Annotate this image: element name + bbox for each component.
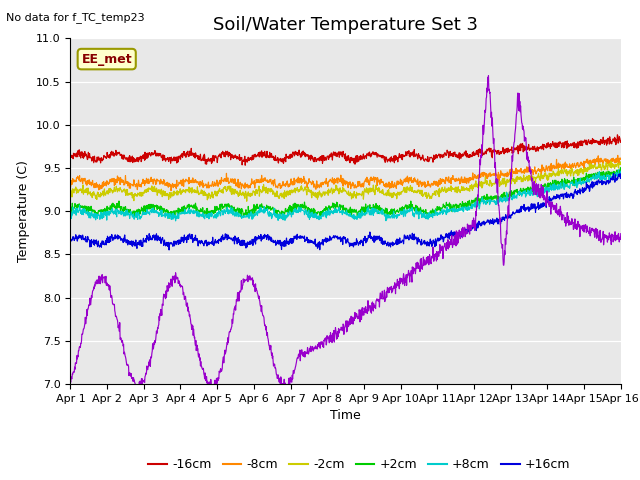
+8cm	[251, 213, 259, 218]
+8cm	[189, 209, 197, 215]
-2cm	[617, 159, 625, 165]
-8cm	[614, 153, 621, 158]
Line: +8cm: +8cm	[70, 170, 621, 221]
+2cm	[67, 207, 74, 213]
-16cm	[614, 132, 621, 138]
+2cm	[251, 211, 259, 216]
-2cm	[552, 171, 559, 177]
+16cm	[610, 170, 618, 176]
+64cm	[251, 283, 259, 288]
-2cm	[67, 185, 74, 191]
-2cm	[189, 189, 196, 195]
+16cm	[165, 247, 173, 253]
Line: -16cm: -16cm	[70, 135, 621, 165]
-8cm	[189, 177, 197, 183]
Line: +2cm: +2cm	[70, 168, 621, 218]
+64cm	[617, 231, 625, 237]
-16cm	[431, 155, 439, 160]
+64cm	[552, 210, 560, 216]
+2cm	[617, 168, 625, 174]
+64cm	[484, 73, 492, 79]
Line: -8cm: -8cm	[70, 156, 621, 191]
-8cm	[552, 164, 559, 170]
-16cm	[189, 150, 196, 156]
+8cm	[176, 210, 184, 216]
-8cm	[504, 169, 511, 175]
-2cm	[175, 190, 183, 195]
-16cm	[67, 151, 74, 156]
+16cm	[552, 193, 559, 199]
+64cm	[175, 279, 183, 285]
+64cm	[431, 253, 439, 259]
+2cm	[616, 165, 624, 170]
+16cm	[504, 215, 511, 220]
+2cm	[431, 207, 439, 213]
Text: No data for f_TC_temp23: No data for f_TC_temp23	[6, 12, 145, 23]
+16cm	[189, 236, 197, 242]
+64cm	[504, 215, 511, 221]
-16cm	[251, 154, 259, 160]
Line: +16cm: +16cm	[70, 173, 621, 250]
+8cm	[431, 207, 439, 213]
-16cm	[617, 138, 625, 144]
-16cm	[504, 146, 511, 152]
+16cm	[251, 238, 259, 244]
+2cm	[189, 205, 197, 211]
+2cm	[176, 209, 184, 215]
+16cm	[617, 175, 625, 180]
-16cm	[241, 162, 249, 168]
+8cm	[614, 167, 622, 173]
Title: Soil/Water Temperature Set 3: Soil/Water Temperature Set 3	[213, 16, 478, 34]
-2cm	[504, 177, 511, 182]
+64cm	[67, 378, 74, 384]
Line: -2cm: -2cm	[70, 161, 621, 201]
-2cm	[243, 198, 251, 204]
+8cm	[172, 218, 179, 224]
-16cm	[552, 140, 559, 146]
-8cm	[167, 188, 175, 193]
-16cm	[175, 155, 183, 160]
-8cm	[67, 185, 74, 191]
+64cm	[189, 323, 196, 329]
+2cm	[552, 177, 559, 183]
-8cm	[176, 180, 184, 185]
-2cm	[607, 158, 614, 164]
+2cm	[504, 191, 511, 197]
+16cm	[67, 238, 74, 244]
+8cm	[617, 168, 625, 174]
-8cm	[251, 185, 259, 191]
+8cm	[504, 195, 511, 201]
+16cm	[431, 237, 439, 242]
-8cm	[431, 180, 439, 186]
Text: EE_met: EE_met	[81, 53, 132, 66]
+8cm	[552, 182, 559, 188]
+64cm	[208, 388, 216, 394]
Line: +64cm: +64cm	[70, 76, 621, 391]
-8cm	[617, 156, 625, 162]
-2cm	[251, 189, 259, 194]
Y-axis label: Temperature (C): Temperature (C)	[17, 160, 31, 262]
+16cm	[176, 240, 184, 246]
+2cm	[165, 216, 173, 221]
X-axis label: Time: Time	[330, 409, 361, 422]
-2cm	[431, 190, 439, 196]
+8cm	[67, 210, 74, 216]
